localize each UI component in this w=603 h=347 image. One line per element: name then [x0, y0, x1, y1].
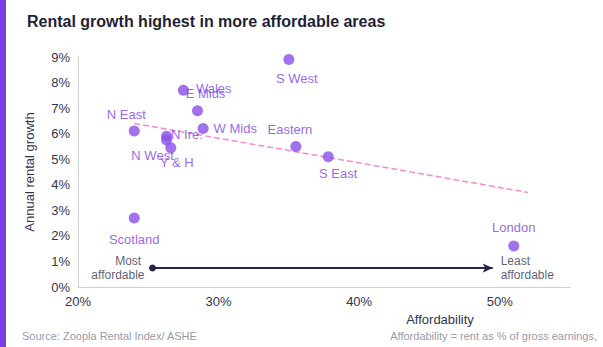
- svg-text:Rental growth highest in more: Rental growth highest in more affordable…: [27, 13, 385, 30]
- svg-text:50%: 50%: [487, 294, 513, 309]
- svg-text:Affordability = rent as % of g: Affordability = rent as % of gross earni…: [390, 330, 597, 342]
- svg-text:N East: N East: [107, 107, 146, 122]
- svg-text:3%: 3%: [51, 203, 70, 218]
- svg-text:affordable: affordable: [91, 268, 144, 282]
- svg-text:Y & H: Y & H: [160, 155, 194, 170]
- svg-text:40%: 40%: [346, 294, 372, 309]
- svg-text:7%: 7%: [51, 101, 70, 116]
- svg-text:S West: S West: [276, 71, 318, 86]
- svg-text:30%: 30%: [206, 294, 232, 309]
- svg-text:London: London: [492, 220, 535, 235]
- svg-text:0%: 0%: [51, 280, 70, 295]
- svg-text:Eastern: Eastern: [267, 122, 312, 137]
- svg-text:E Mids: E Mids: [186, 86, 226, 101]
- svg-text:N West: N West: [131, 147, 174, 163]
- svg-text:Affordability: Affordability: [406, 312, 474, 327]
- svg-text:Most: Most: [115, 254, 144, 268]
- svg-text:Source: Zoopla Rental Index/ A: Source: Zoopla Rental Index/ ASHE: [22, 330, 197, 342]
- svg-text:9%: 9%: [51, 50, 70, 65]
- svg-text:affordable: affordable: [501, 268, 554, 282]
- svg-text:20%: 20%: [65, 294, 91, 309]
- svg-text:8%: 8%: [51, 75, 70, 90]
- svg-text:S East: S East: [319, 166, 358, 181]
- svg-text:Annual rental growth: Annual rental growth: [22, 112, 37, 231]
- svg-text:W Mids: W Mids: [214, 121, 258, 136]
- svg-text:2%: 2%: [51, 228, 70, 243]
- svg-text:Least: Least: [501, 254, 534, 268]
- svg-text:N Ire.: N Ire.: [171, 127, 203, 142]
- svg-text:1%: 1%: [51, 254, 70, 269]
- svg-text:5%: 5%: [51, 152, 70, 167]
- svg-text:Scotland: Scotland: [109, 232, 160, 247]
- svg-text:6%: 6%: [51, 126, 70, 141]
- svg-text:4%: 4%: [51, 177, 70, 192]
